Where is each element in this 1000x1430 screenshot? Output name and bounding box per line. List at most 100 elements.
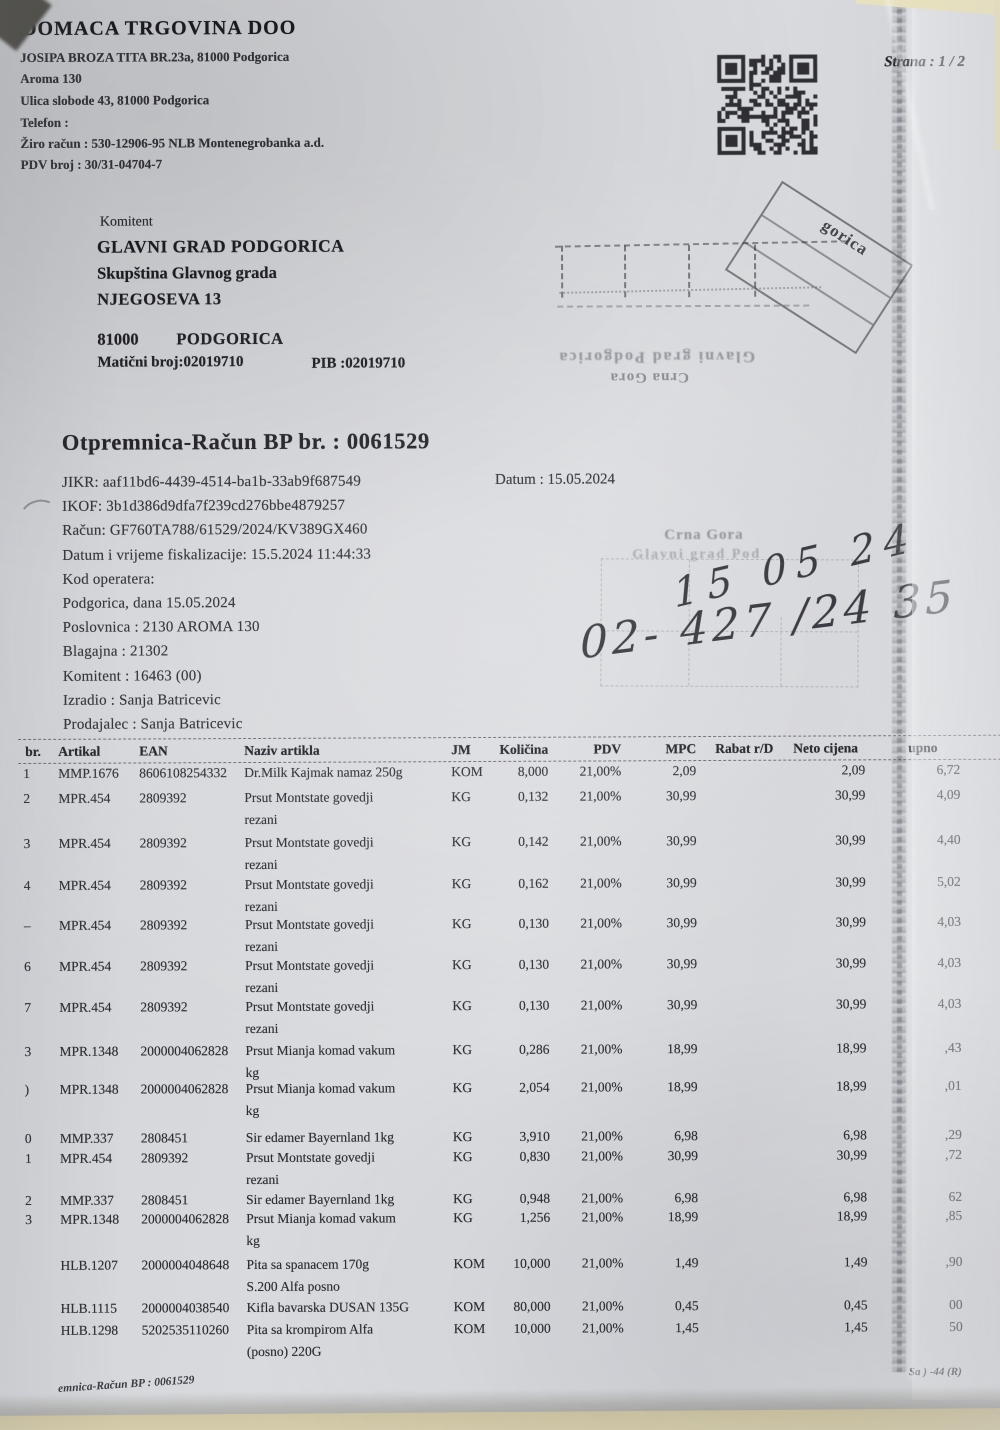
cell-naziv: Sir edamer Bayernland 1kg [245, 1129, 394, 1146]
pen-mark [17, 495, 62, 535]
cell-mpc: 6,98 [674, 1190, 699, 1206]
detail-fiskalizacija: Datum i vrijeme fiskalizacije: 15.5.2024… [62, 546, 372, 564]
stamp-flipped-text-2: Crna Gora [609, 369, 690, 386]
cell-br: – [23, 917, 31, 933]
cell-kolicina: 0,142 [518, 833, 549, 849]
cell-br: 2 [23, 790, 31, 806]
cell-ean: 2809392 [140, 999, 188, 1015]
cell-artikal: MMP.1676 [58, 765, 119, 781]
cell-pdv: 21,00% [580, 956, 623, 972]
cell-pdv: 21,00% [581, 1255, 624, 1271]
cell-naziv: Prsut Montstate govedji [245, 998, 375, 1015]
cell-kolicina: 1,256 [519, 1209, 551, 1225]
cell-neto-cijena: 1,49 [843, 1254, 868, 1270]
cell-jm: KOM [451, 763, 483, 780]
table-row: HLB.1298 5202535110260 Pita sa krompirom… [6, 1319, 1000, 1359]
cell-pdv: 21,00% [579, 763, 622, 779]
cell-naziv: Pita sa krompirom Alfa [246, 1321, 374, 1338]
cell-neto-cijena: 18,99 [836, 1078, 867, 1094]
cell-naziv: Prsut Montstate govedji [245, 957, 375, 974]
cell-naziv: Prsut Mianja komad vakum [245, 1080, 396, 1097]
cell-jm: KG [451, 916, 472, 932]
cell-artikal: MPR.454 [59, 999, 112, 1015]
cell-br: 1 [24, 1150, 32, 1166]
table-row: 2 MPR.454 2809392 Prsut Montstate govedj… [3, 787, 1000, 827]
cell-ean: 2000004038540 [141, 1300, 230, 1316]
detail-blagajna: Blagajna : 21302 [62, 643, 169, 661]
detail-poslovnica: Poslovnica : 2130 AROMA 130 [62, 619, 260, 637]
cell-artikal: MPR.1348 [60, 1211, 120, 1227]
vertical-fold-shadow [892, 0, 906, 1372]
stamp-rotated-text: gorica [818, 215, 872, 260]
cell-neto-cijena: 6,98 [843, 1127, 867, 1143]
stamp-grid-line [560, 245, 564, 298]
cell-ean: 2000004062828 [141, 1211, 230, 1227]
cell-kolicina: 10,000 [513, 1255, 551, 1271]
cell-naziv-2: rezani [244, 856, 278, 873]
cell-kolicina: 0,830 [519, 1148, 550, 1164]
cell-mpc: 6,98 [674, 1128, 698, 1144]
cell-naziv: Prsut Mianja komad vakum [246, 1210, 396, 1227]
cell-naziv: Sir edamer Bayernland 1kg [246, 1191, 395, 1208]
cell-ean: 2808451 [140, 1130, 189, 1146]
cell-kolicina: 2,054 [519, 1079, 550, 1095]
col-header-artikal: Artikal [58, 743, 101, 759]
cell-pdv: 21,00% [580, 1041, 623, 1057]
cell-neto-cijena: 30,99 [835, 874, 866, 890]
cell-br: 6 [24, 958, 31, 974]
cell-naziv: Prsut Montstate govedji [244, 916, 374, 933]
supplier-address-3: Ulica slobode 43, 81000 Podgorica [20, 92, 210, 108]
cell-pdv: 21,00% [579, 788, 622, 804]
cell-ean: 2809392 [139, 835, 187, 851]
cell-artikal: HLB.1298 [60, 1322, 119, 1338]
cell-mpc: 18,99 [667, 1079, 698, 1095]
cell-naziv: Prsut Mianja komad vakum [245, 1042, 396, 1059]
cell-mpc: 0,45 [674, 1298, 699, 1314]
cell-jm: KG [453, 1191, 473, 1207]
cell-pdv: 21,00% [580, 915, 622, 931]
cell-neto-cijena: 30,99 [835, 832, 866, 848]
cell-pdv: 21,00% [581, 1128, 623, 1144]
customer-street: NJEGOSEVA 13 [97, 289, 222, 309]
cell-mpc: 30,99 [665, 788, 697, 804]
cell-ean: 2000004062828 [140, 1081, 229, 1097]
cell-br: 1 [23, 765, 31, 781]
cell-ean: 2808451 [141, 1192, 189, 1208]
cell-jm: KOM [453, 1255, 485, 1272]
cell-mpc: 30,99 [666, 997, 698, 1013]
cell-artikal: MMP.337 [59, 1130, 114, 1146]
detail-prodajalec: Prodajalec : Sanja Batricevic [63, 716, 243, 733]
cell-naziv: Prsut Montstate govedji [245, 1149, 375, 1166]
cell-naziv-2: rezani [244, 898, 278, 915]
customer-postal-code: 81000 [97, 329, 139, 349]
cell-mpc: 30,99 [666, 956, 698, 972]
col-header-kolicina: Količina [499, 741, 549, 757]
cell-mpc: 30,99 [667, 1148, 698, 1164]
stamp-text-1: Crna Gora [664, 526, 744, 544]
supplier-vat-number: PDV broj : 30/31-04704-7 [20, 156, 163, 172]
col-header-br: br. [25, 743, 41, 759]
cell-pdv: 21,00% [579, 833, 622, 849]
cell-ean: 8606108254332 [139, 765, 228, 781]
supplier-phone: Telefon : [20, 114, 69, 130]
detail-jikr: JIKR: aaf11bd6-4439-4514-ba1b-33ab9f6875… [61, 473, 362, 491]
cell-ean: 2809392 [140, 958, 188, 974]
table-row: HLB.1207 2000004048648 Pita sa spanacem … [5, 1254, 1000, 1294]
cell-jm: KG [451, 834, 472, 850]
customer-pib: PIB :02019710 [311, 355, 406, 372]
cell-mpc: 18,99 [667, 1041, 698, 1057]
cell-ean: 2809392 [139, 917, 188, 933]
customer-city: PODGORICA [176, 328, 284, 349]
cell-jm: KOM [453, 1320, 486, 1337]
col-header-neto: Neto cijena [793, 740, 859, 756]
customer-registration-number: Matični broj:02019710 [97, 354, 244, 371]
cell-neto-cijena: 18,99 [836, 1040, 867, 1056]
table-row: 1 MMP.1676 8606108254332 Dr.Milk Kajmak … [3, 762, 1000, 788]
detail-racun: Račun: GF760TA788/61529/2024/KV389GX460 [62, 521, 368, 540]
cell-kolicina: 10,000 [513, 1320, 551, 1336]
cell-br: 4 [23, 877, 31, 893]
cell-kolicina: 0,130 [518, 997, 550, 1013]
cell-kolicina: 0,130 [518, 956, 550, 972]
document-date: Datum : 15.05.2024 [494, 471, 616, 488]
